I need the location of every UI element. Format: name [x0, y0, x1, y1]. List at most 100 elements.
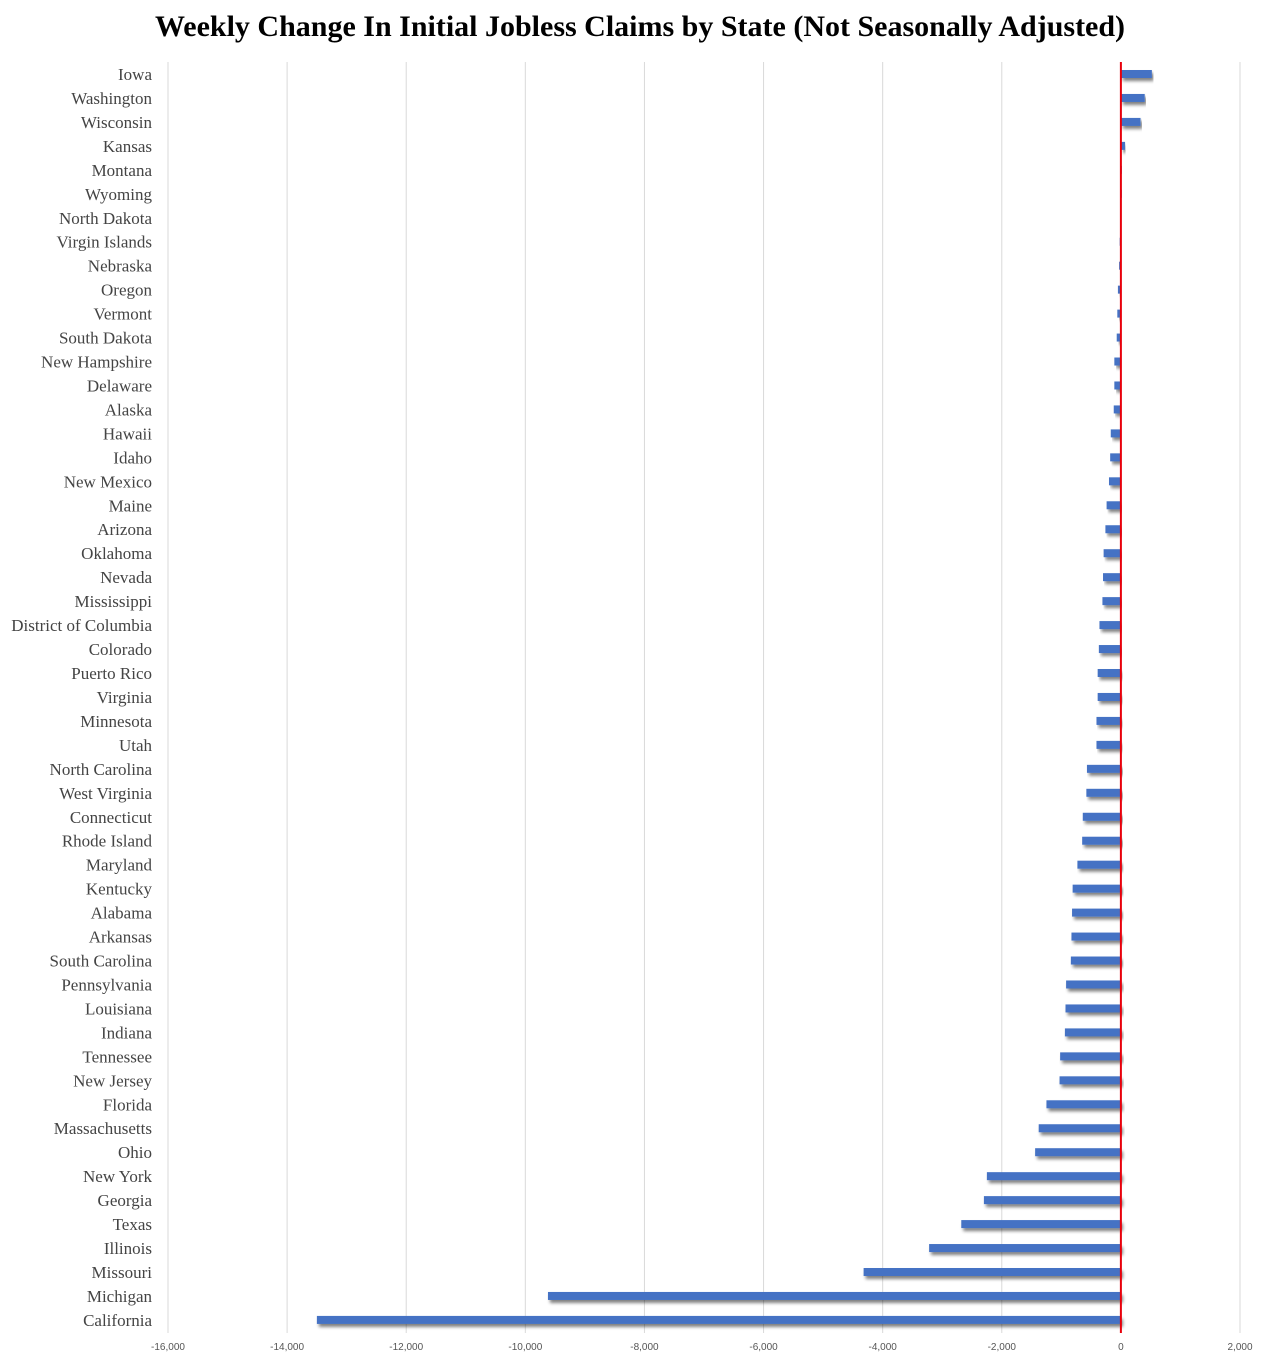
- bar: [1099, 621, 1121, 630]
- category-label: Idaho: [113, 448, 152, 467]
- category-label: New Jersey: [73, 1071, 152, 1090]
- bar: [1097, 669, 1121, 677]
- x-tick-label: -8,000: [630, 1342, 659, 1353]
- category-label: Hawaii: [103, 424, 152, 443]
- category-label: District of Columbia: [11, 616, 152, 635]
- bar: [961, 1220, 1121, 1229]
- category-label: Colorado: [89, 640, 152, 659]
- bar: [1120, 117, 1141, 126]
- category-label: Ohio: [118, 1143, 152, 1162]
- x-tick-label: -12,000: [389, 1342, 423, 1353]
- category-label: Pennsylvania: [61, 975, 152, 994]
- chart-title: Weekly Change In Initial Jobless Claims …: [154, 10, 1126, 43]
- category-label: Washington: [71, 89, 152, 108]
- category-label: West Virginia: [59, 784, 152, 803]
- category-label: Wyoming: [85, 185, 152, 204]
- bar: [1120, 141, 1126, 150]
- category-label: South Dakota: [59, 329, 152, 348]
- x-tick-label: -16,000: [151, 1342, 185, 1353]
- bar: [1114, 357, 1121, 366]
- gridlines: [167, 62, 1241, 1333]
- bar: [547, 1291, 1121, 1300]
- category-label: North Dakota: [59, 209, 152, 228]
- category-label: Virgin Islands: [57, 233, 152, 252]
- bar: [929, 1244, 1121, 1253]
- category-label: Maine: [109, 496, 152, 515]
- category-label: Missouri: [92, 1263, 153, 1282]
- category-label: Louisiana: [85, 999, 152, 1018]
- bar: [1106, 501, 1121, 510]
- bar: [1102, 597, 1121, 606]
- category-label: Maryland: [86, 856, 153, 875]
- bar: [1072, 908, 1121, 917]
- category-label: Iowa: [118, 65, 152, 84]
- bar: [1096, 740, 1121, 749]
- category-label: Utah: [119, 736, 153, 755]
- bar: [1071, 932, 1121, 941]
- x-tick-label: -2,000: [988, 1342, 1017, 1353]
- category-label: Vermont: [93, 305, 152, 324]
- category-label: Kentucky: [86, 880, 153, 899]
- category-label: Texas: [113, 1215, 152, 1234]
- category-label: Tennessee: [82, 1047, 152, 1066]
- x-tick-label: -10,000: [508, 1342, 542, 1353]
- category-label: Nevada: [100, 568, 152, 587]
- category-label: Indiana: [101, 1023, 152, 1042]
- bar: [863, 1268, 1121, 1276]
- category-label: Illinois: [104, 1239, 152, 1258]
- bar: [1070, 956, 1121, 965]
- category-label: New York: [83, 1167, 152, 1186]
- x-tick-label: 0: [1118, 1342, 1124, 1353]
- category-label: New Mexico: [64, 472, 152, 491]
- x-tick-label: 2,000: [1227, 1342, 1252, 1353]
- bar: [1046, 1100, 1121, 1109]
- category-label: Montana: [92, 161, 153, 180]
- category-label: Michigan: [87, 1287, 153, 1306]
- x-tick-label: -4,000: [868, 1342, 897, 1353]
- bar: [1120, 70, 1152, 78]
- category-label: New Hampshire: [41, 353, 152, 372]
- bar: [1066, 980, 1121, 989]
- bar: [1082, 836, 1121, 845]
- category-label: Connecticut: [70, 808, 152, 827]
- category-label: Wisconsin: [81, 113, 153, 132]
- bar: [1064, 1028, 1121, 1037]
- x-axis-ticks: -16,000 -14,000 -12,000 -10,000 -8,000 -6,000…: [151, 1342, 1253, 1353]
- bar: [1103, 549, 1121, 558]
- bar: [1035, 1148, 1121, 1157]
- category-label: Virginia: [97, 688, 153, 707]
- x-tick-label: -6,000: [749, 1342, 778, 1353]
- category-label: Massachusetts: [54, 1119, 152, 1138]
- category-label: South Carolina: [50, 952, 153, 971]
- x-tick-label: -14,000: [270, 1342, 304, 1353]
- category-label: Alabama: [91, 904, 153, 923]
- category-label: Alaska: [105, 400, 153, 419]
- bars: [316, 70, 1152, 1324]
- bar: [1077, 860, 1121, 869]
- bar: [1096, 716, 1121, 725]
- category-label: Rhode Island: [62, 832, 153, 851]
- bar: [1110, 453, 1121, 462]
- bar: [1082, 812, 1121, 821]
- category-label: Arizona: [97, 520, 152, 539]
- bar: [986, 1172, 1121, 1181]
- bar: [1059, 1076, 1121, 1085]
- bar: [1120, 93, 1145, 102]
- category-label: Mississippi: [75, 592, 153, 611]
- bar: [1117, 285, 1121, 294]
- bar: [1117, 309, 1121, 318]
- category-label: Georgia: [98, 1191, 153, 1210]
- bar: [1038, 1124, 1121, 1133]
- bar: [1097, 692, 1121, 701]
- category-label: Puerto Rico: [71, 664, 152, 683]
- bar: [1072, 884, 1121, 893]
- bar: [1065, 1004, 1121, 1013]
- bar: [1116, 333, 1121, 342]
- bar: [1110, 429, 1121, 438]
- bar: [1113, 405, 1121, 414]
- bar: [1103, 573, 1121, 582]
- bar: [1114, 381, 1121, 390]
- category-label: Kansas: [103, 137, 152, 156]
- category-label: Minnesota: [80, 712, 152, 731]
